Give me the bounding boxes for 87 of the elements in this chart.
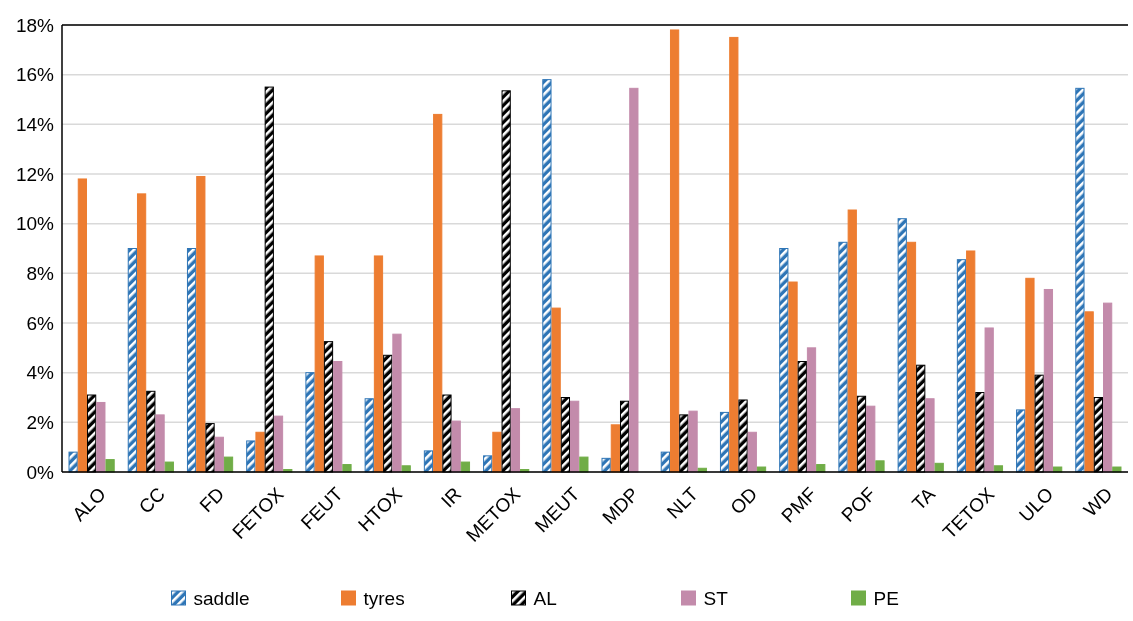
bar bbox=[342, 464, 352, 473]
bar bbox=[136, 193, 147, 473]
y-tick-label: 2% bbox=[26, 411, 55, 433]
bar bbox=[1075, 87, 1085, 473]
y-tick-label: 18% bbox=[15, 14, 55, 36]
y-tick-label: 0% bbox=[26, 461, 55, 483]
y-tick-label: 16% bbox=[15, 64, 55, 86]
bar bbox=[373, 255, 384, 473]
bar bbox=[451, 420, 461, 473]
bar bbox=[601, 457, 611, 473]
bar bbox=[542, 79, 552, 473]
x-tick-label: ULO bbox=[1014, 483, 1058, 526]
bar bbox=[1025, 277, 1035, 473]
bar bbox=[246, 440, 256, 473]
bar bbox=[214, 436, 224, 473]
legend-label: ST bbox=[703, 587, 729, 609]
bar bbox=[186, 248, 197, 473]
bar bbox=[77, 178, 87, 473]
x-tick-label: OD bbox=[726, 483, 762, 519]
bar bbox=[105, 459, 115, 473]
bar bbox=[610, 424, 620, 473]
bar bbox=[925, 398, 935, 473]
bar bbox=[660, 451, 670, 473]
bar bbox=[460, 461, 471, 473]
x-tick-label: TA bbox=[907, 483, 940, 515]
bar bbox=[510, 408, 521, 473]
bar bbox=[423, 450, 434, 473]
legend-label: PE bbox=[873, 587, 899, 609]
bar bbox=[364, 398, 374, 473]
bar bbox=[127, 248, 137, 473]
bar bbox=[629, 87, 639, 473]
bar bbox=[333, 360, 343, 473]
x-tick-label: CC bbox=[134, 483, 170, 518]
bar bbox=[96, 401, 106, 473]
bar bbox=[1103, 302, 1113, 473]
bar bbox=[223, 456, 234, 473]
bar bbox=[314, 255, 324, 473]
bar bbox=[779, 248, 789, 473]
bar bbox=[897, 218, 907, 473]
bar bbox=[906, 241, 917, 473]
bar bbox=[570, 400, 580, 473]
x-tick-label: FD bbox=[195, 483, 229, 517]
bar bbox=[788, 281, 798, 473]
bar bbox=[866, 405, 876, 473]
bar bbox=[838, 241, 848, 473]
legend-label: AL bbox=[533, 587, 557, 609]
bar bbox=[966, 250, 976, 473]
bar bbox=[196, 175, 206, 473]
bar bbox=[305, 372, 315, 473]
bar bbox=[688, 410, 698, 473]
legend-label: saddle bbox=[193, 587, 250, 609]
bar bbox=[1043, 288, 1054, 473]
x-tick-label: WD bbox=[1079, 483, 1117, 521]
bar bbox=[433, 113, 443, 473]
legend-label: tyres bbox=[363, 587, 405, 609]
bar bbox=[164, 461, 174, 473]
bar bbox=[669, 29, 680, 473]
bar bbox=[551, 307, 561, 473]
bar bbox=[273, 415, 284, 473]
bar bbox=[483, 455, 493, 473]
bar bbox=[719, 411, 730, 473]
bar bbox=[956, 259, 967, 473]
bar bbox=[847, 209, 857, 473]
y-tick-label: 4% bbox=[26, 362, 55, 384]
bar bbox=[875, 460, 885, 473]
bar bbox=[68, 451, 78, 473]
bar bbox=[392, 333, 402, 473]
bar bbox=[492, 431, 502, 473]
bar bbox=[1112, 466, 1122, 473]
bar bbox=[255, 431, 265, 473]
bar bbox=[401, 465, 411, 473]
bar bbox=[984, 327, 994, 473]
bar bbox=[747, 431, 757, 473]
bar bbox=[806, 347, 817, 473]
bar bbox=[934, 462, 944, 473]
y-tick-label: 6% bbox=[26, 312, 55, 334]
bar bbox=[1016, 409, 1026, 473]
bar bbox=[1084, 311, 1094, 473]
bar bbox=[816, 464, 826, 473]
bar bbox=[729, 36, 739, 473]
bar bbox=[155, 414, 165, 473]
y-tick-label: 10% bbox=[15, 213, 55, 235]
y-tick-label: 12% bbox=[15, 163, 55, 185]
y-tick-label: 8% bbox=[26, 262, 55, 284]
bar bbox=[579, 456, 589, 473]
y-tick-label: 14% bbox=[15, 113, 55, 135]
x-tick-label: IR bbox=[436, 483, 466, 512]
